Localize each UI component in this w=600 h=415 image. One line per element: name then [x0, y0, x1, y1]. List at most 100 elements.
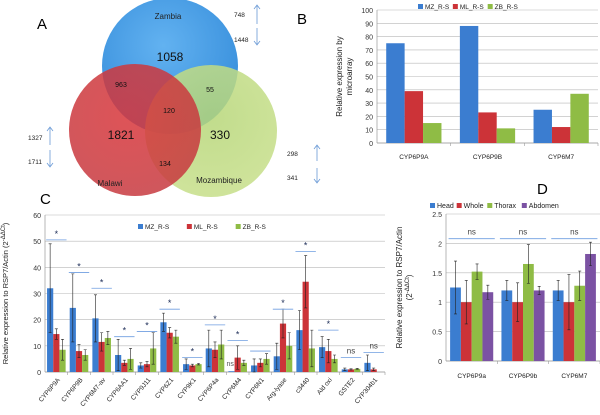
error-bar [161, 312, 165, 332]
panel-label-d: D [537, 181, 548, 198]
x-tick-label: CYP6P9A [399, 154, 429, 161]
error-bar [567, 274, 571, 331]
y-tick-label: 40 [365, 88, 373, 95]
y-tick-label: 10 [33, 344, 41, 351]
bar-mz-r-s [319, 347, 326, 372]
y-axis-label-line: microarray [345, 58, 354, 96]
bar-mz-r-s [228, 371, 235, 372]
error-bar [83, 349, 87, 361]
panel-label-a: A [37, 16, 47, 33]
error-bar [505, 280, 509, 301]
bar-zb-r-s [496, 128, 516, 143]
y-axis-label-line: Relative expression by [335, 36, 344, 116]
y-tick-label: 30 [365, 101, 373, 108]
chart-c: 0102030405060CYP6P9A*CYP6P9B*CYP6M7-av*C… [1, 213, 386, 408]
y-tick-label: 60 [33, 213, 41, 220]
y-tick-label: 100 [361, 8, 373, 15]
x-tick-label: CYP6N1 [244, 376, 266, 400]
significance-label: ns [570, 228, 578, 237]
venn-label-malawi: Malawi [98, 179, 123, 188]
bar-thorax [523, 263, 534, 361]
significance-label: * [168, 298, 172, 308]
legend-label: ML_R-S [460, 4, 485, 11]
bar-head [552, 290, 564, 361]
venn-label-zambia: Zambia [155, 12, 182, 21]
x-tick-label: CYP6P9b [509, 373, 538, 380]
bar-zb-r-s [82, 354, 89, 372]
down-arrow-icon [46, 150, 54, 168]
legend-label: MZ_R-S [425, 4, 450, 11]
zambia-up-count: 748 [234, 12, 245, 19]
bar-ml-r-s [121, 362, 128, 372]
error-bar [310, 329, 314, 368]
significance-label: ns [467, 228, 475, 237]
venn-zambia-malawi: 963 [115, 82, 127, 89]
error-bar [320, 336, 324, 358]
bar-zb-r-s [195, 364, 202, 372]
error-bar [355, 368, 359, 370]
error-bar [54, 328, 58, 340]
error-bar [122, 359, 126, 366]
legend-swatch [521, 203, 527, 208]
error-bar [349, 368, 353, 371]
chart-b: 0 10 20 30 40 50 60 70 80 90 100 CYP6P9A CYP6P9B CYP6… [335, 4, 599, 161]
bar-mz-r-s [296, 330, 303, 372]
malawi-up-count: 1327 [28, 135, 43, 142]
y-axis-label-line: Relative expression to RSP7/Actin (2 [1, 241, 10, 364]
bar-zb-r-s [423, 123, 442, 143]
panel-label-c: C [40, 191, 51, 208]
bar-mz-r-s [160, 322, 167, 372]
legend-label: Abdomen [529, 203, 559, 210]
bar-abdomen [585, 253, 596, 361]
y-tick-label: 60 [365, 61, 373, 68]
significance-label: * [123, 326, 127, 336]
significance-label: * [55, 229, 59, 239]
y-axis-label-line: ) [405, 274, 414, 277]
error-bar [343, 367, 347, 371]
significance-label: ns [347, 347, 355, 356]
venn-all: 120 [163, 108, 175, 115]
bar-ml-r-s [302, 281, 309, 372]
error-bar [219, 329, 223, 360]
error-bar [236, 345, 240, 370]
up-arrow-icon [313, 144, 321, 161]
venn-circle-malawi [69, 64, 201, 196]
up-arrow-icon [253, 4, 261, 24]
y-tick-label: 2 [438, 241, 442, 248]
y-axis-label: Relative expression to RSP7/Actin(2-ΔΔCt… [395, 227, 414, 349]
y-tick-label: 0 [438, 359, 442, 366]
error-bar [213, 341, 217, 358]
x-tick-label: c3440 [294, 376, 311, 394]
error-bar [589, 241, 593, 267]
error-bar [116, 338, 120, 371]
error-bar [578, 270, 582, 301]
bar-ml-r-s [53, 334, 60, 372]
error-bar [252, 358, 256, 373]
y-axis-label: Relative expression to RSP7/Actin (2-ΔΔC… [1, 222, 10, 364]
bar-head [450, 287, 461, 361]
legend-swatch [430, 203, 435, 208]
error-bar [333, 354, 337, 364]
legend-swatch [487, 4, 493, 9]
legend-label: Whole [464, 203, 484, 210]
venn-zambia-only: 1058 [157, 50, 184, 64]
bar-zb-r-s [104, 337, 111, 372]
error-bar [93, 294, 97, 343]
bar-ml-r-s [211, 349, 219, 372]
bar-ml-r-s [257, 362, 264, 372]
bar-mz-r-s [137, 365, 144, 372]
x-tick-label: CYP6P9B [473, 154, 502, 161]
legend-label: Thorax [494, 203, 516, 210]
y-tick-label: 10 [365, 128, 373, 135]
bar-ml-r-s [98, 341, 105, 372]
error-bar [475, 263, 479, 280]
bar-head [501, 290, 513, 361]
y-tick-label: 0.5 [432, 330, 442, 337]
error-bar [297, 310, 301, 351]
x-tick-label: CYP6P4a [197, 376, 221, 403]
y-tick-label: 1 [438, 300, 442, 307]
bar-ml-r-s [143, 364, 151, 372]
legend-label: ML_R-S [194, 224, 219, 231]
